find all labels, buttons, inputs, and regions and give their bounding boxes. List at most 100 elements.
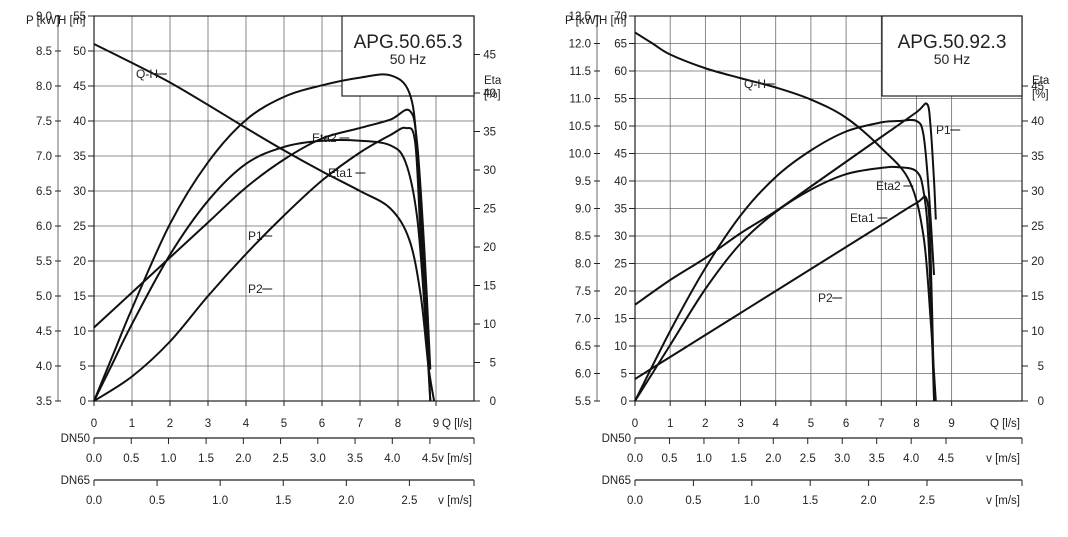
p-tick-label: 11.0	[569, 94, 591, 106]
eta-tick-label: 0	[490, 396, 496, 408]
p-tick-label: 7.5	[575, 286, 591, 298]
curve-label-q-h: Q-H	[744, 77, 766, 91]
h-tick-label: 5	[621, 369, 627, 381]
p-tick-label: 6.0	[575, 369, 591, 381]
eta-tick-label: 45	[1031, 81, 1044, 93]
velocity-scale-unit: v [m/s]	[438, 453, 472, 465]
x-tick-label: 1	[129, 418, 135, 430]
h-tick-label: 65	[614, 39, 627, 51]
curve-label-eta1: Eta1	[850, 211, 875, 225]
velocity-tick-label: 4.0	[903, 453, 919, 465]
p-tick-label: 5.0	[36, 291, 52, 303]
velocity-tick-label: 0.0	[86, 495, 102, 507]
eta-tick-label: 40	[1031, 116, 1044, 128]
velocity-tick-label: 1.5	[731, 453, 747, 465]
eta-axis-title: Eta	[1032, 75, 1050, 87]
eta-axis-unit: [%]	[484, 89, 501, 101]
h-tick-label: 25	[614, 259, 627, 271]
curve-label-p1: P1	[248, 229, 263, 243]
h-tick-label: 30	[614, 231, 627, 243]
curve-label-eta1: Eta1	[328, 166, 353, 180]
p-tick-label: 4.0	[36, 361, 52, 373]
curve-label-p2: P2	[818, 291, 833, 305]
x-tick-label: 4	[773, 418, 780, 430]
velocity-tick-label: 1.0	[212, 495, 228, 507]
x-axis-title: Q [l/s]	[990, 418, 1020, 430]
p-tick-label: 12.5	[569, 11, 591, 23]
velocity-scale-unit: v [m/s]	[986, 453, 1020, 465]
p-tick-label: 6.0	[36, 221, 52, 233]
p-tick-label: 8.0	[36, 81, 52, 93]
p-tick-label: 6.5	[36, 186, 52, 198]
h-tick-label: 25	[73, 221, 86, 233]
velocity-tick-label: 2.0	[338, 495, 354, 507]
p-tick-label: 11.5	[569, 66, 591, 78]
h-tick-label: 60	[614, 66, 627, 78]
curve-p1	[634, 102, 937, 306]
p-tick-label: 7.0	[575, 314, 591, 326]
x-tick-label: 9	[433, 418, 439, 430]
velocity-tick-label: 0.5	[661, 453, 677, 465]
eta-tick-label: 30	[483, 165, 496, 177]
velocity-tick-label: 1.0	[696, 453, 712, 465]
curve-q-h	[93, 43, 436, 402]
title-box	[881, 15, 1023, 97]
velocity-tick-label: 4.0	[384, 453, 400, 465]
title-box	[341, 15, 475, 97]
velocity-scale-unit: v [m/s]	[438, 495, 472, 507]
curve-p2	[634, 195, 936, 396]
h-tick-label: 45	[73, 81, 86, 93]
x-tick-label: 2	[702, 418, 708, 430]
curve-label-p2: P2	[248, 282, 263, 296]
eta-tick-label: 35	[483, 127, 496, 139]
p-tick-label: 8.5	[575, 231, 591, 243]
h-tick-label: 10	[73, 326, 86, 338]
x-tick-label: 8	[395, 418, 401, 430]
x-tick-label: 4	[243, 418, 250, 430]
x-tick-label: 8	[913, 418, 919, 430]
velocity-tick-label: 0.0	[627, 453, 643, 465]
h-tick-label: 15	[614, 314, 627, 326]
pump-chart-apg-50-65-3: APG.50.65.350 Hz05101520253035404550553.…	[26, 11, 502, 507]
curve-label-q-h: Q-H	[136, 67, 158, 81]
velocity-tick-label: 1.0	[160, 453, 176, 465]
p-tick-label: 8.5	[36, 46, 52, 58]
eta-axis-title: Eta	[484, 75, 502, 87]
h-axis-title: H [m]	[599, 15, 626, 27]
eta-tick-label: 35	[1031, 151, 1044, 163]
p-tick-label: 9.5	[575, 176, 591, 188]
chart-subtitle: 50 Hz	[390, 51, 427, 67]
curve-p2	[93, 126, 430, 402]
velocity-tick-label: 2.0	[765, 453, 781, 465]
velocity-tick-label: 2.0	[235, 453, 251, 465]
eta-tick-label: 20	[483, 242, 496, 254]
h-tick-label: 15	[73, 291, 86, 303]
x-tick-label: 1	[667, 418, 673, 430]
p-tick-label: 3.5	[36, 396, 52, 408]
velocity-tick-label: 4.5	[938, 453, 954, 465]
x-tick-label: 7	[357, 418, 363, 430]
velocity-tick-label: 2.5	[273, 453, 289, 465]
velocity-tick-label: 1.5	[802, 495, 818, 507]
chart-subtitle: 50 Hz	[934, 51, 971, 67]
velocity-tick-label: 2.0	[861, 495, 877, 507]
eta-tick-label: 30	[1031, 186, 1044, 198]
eta-tick-label: 10	[1031, 326, 1044, 338]
velocity-tick-label: 2.5	[800, 453, 816, 465]
h-tick-label: 30	[73, 186, 86, 198]
x-tick-label: 7	[878, 418, 884, 430]
velocity-tick-label: 2.5	[401, 495, 417, 507]
x-tick-label: 0	[91, 418, 97, 430]
h-tick-label: 50	[614, 121, 627, 133]
velocity-tick-label: 0.5	[149, 495, 165, 507]
x-tick-label: 9	[948, 418, 954, 430]
eta-tick-label: 15	[1031, 291, 1044, 303]
h-tick-label: 40	[614, 176, 627, 188]
x-axis-title: Q [l/s]	[442, 418, 472, 430]
velocity-tick-label: 4.5	[422, 453, 438, 465]
chart-title: APG.50.65.3	[354, 32, 463, 53]
h-tick-label: 50	[73, 46, 86, 58]
p-tick-label: 10.0	[569, 149, 591, 161]
p-tick-label: 12.0	[569, 39, 591, 51]
